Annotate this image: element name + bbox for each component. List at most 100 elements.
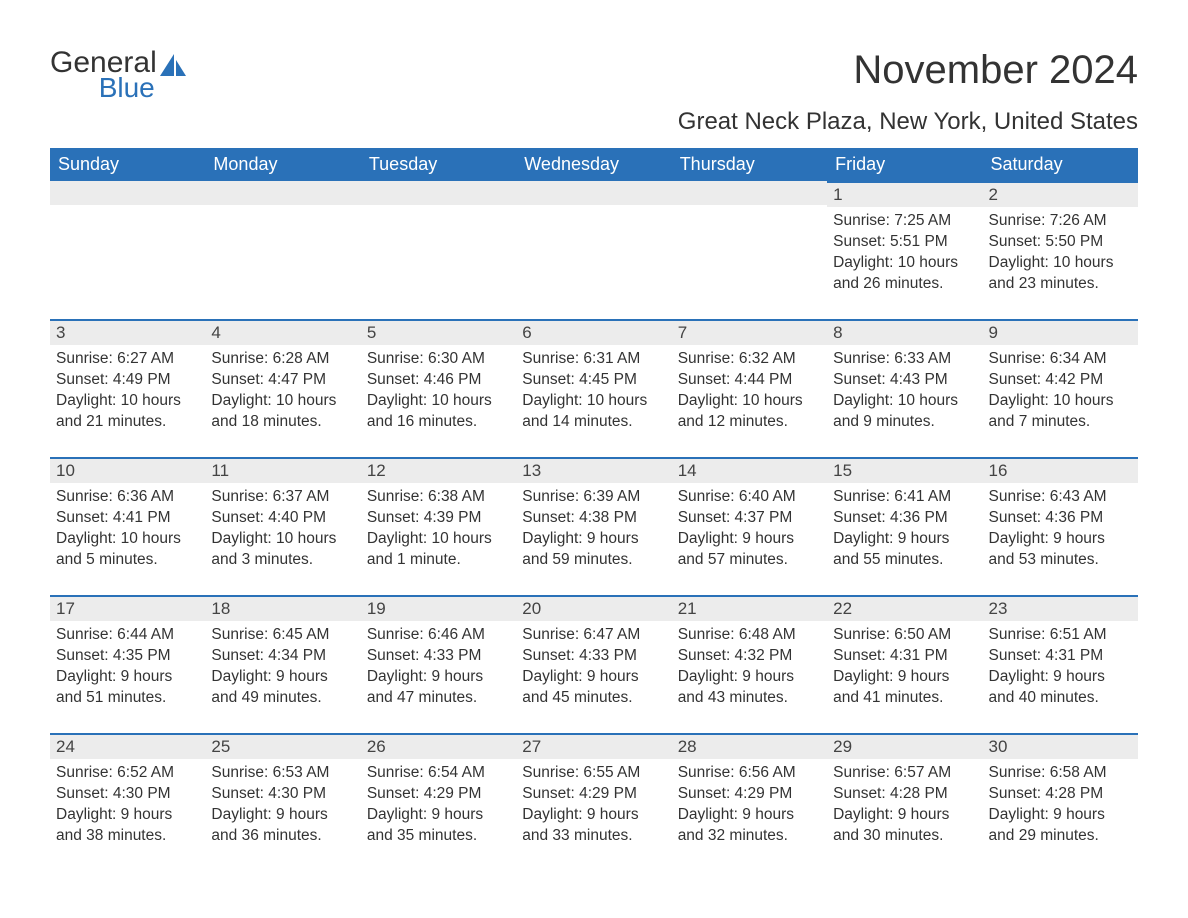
daylight-line: Daylight: 10 hours and 26 minutes.: [833, 253, 976, 295]
sunset-line: Sunset: 4:33 PM: [367, 646, 510, 667]
daylight-line: Daylight: 9 hours and 47 minutes.: [367, 667, 510, 709]
sunset-line: Sunset: 4:28 PM: [989, 784, 1132, 805]
sunset-line: Sunset: 4:46 PM: [367, 370, 510, 391]
day-number: 23: [983, 595, 1138, 621]
weekday-header: Saturday: [983, 148, 1138, 181]
calendar-cell: 6 Sunrise: 6:31 AMSunset: 4:45 PMDaylight…: [516, 319, 671, 457]
daylight-line: Daylight: 9 hours and 57 minutes.: [678, 529, 821, 571]
weekday-header: Sunday: [50, 148, 205, 181]
weekday-header: Friday: [827, 148, 982, 181]
sunrise-line: Sunrise: 6:38 AM: [367, 487, 510, 508]
day-content: Sunrise: 6:33 AMSunset: 4:43 PMDaylight:…: [827, 345, 982, 437]
calendar-cell: 14Sunrise: 6:40 AMSunset: 4:37 PMDayligh…: [672, 457, 827, 595]
calendar-cell: 1Sunrise: 7:25 AMSunset: 5:51 PMDaylight…: [827, 181, 982, 319]
sunset-line: Sunset: 4:37 PM: [678, 508, 821, 529]
sail-icon: [160, 54, 186, 76]
daylight-line: Daylight: 9 hours and 55 minutes.: [833, 529, 976, 571]
sunrise-line: Sunrise: 6:44 AM: [56, 625, 199, 646]
sunset-line: Sunset: 4:28 PM: [833, 784, 976, 805]
sunrise-line: Sunrise: 6:31 AM: [522, 349, 665, 370]
day-content: Sunrise: 6:40 AMSunset: 4:37 PMDaylight:…: [672, 483, 827, 575]
sunset-line: Sunset: 4:49 PM: [56, 370, 199, 391]
day-number: 8: [827, 319, 982, 345]
sunrise-line: Sunrise: 6:36 AM: [56, 487, 199, 508]
sunset-line: Sunset: 4:32 PM: [678, 646, 821, 667]
sunrise-line: Sunrise: 6:30 AM: [367, 349, 510, 370]
location-subtitle: Great Neck Plaza, New York, United State…: [50, 108, 1138, 136]
daylight-line: Daylight: 9 hours and 32 minutes.: [678, 805, 821, 847]
day-content: Sunrise: 7:26 AMSunset: 5:50 PMDaylight:…: [983, 207, 1138, 299]
day-content: Sunrise: 6:52 AMSunset: 4:30 PMDaylight:…: [50, 759, 205, 851]
day-number: 10: [50, 457, 205, 483]
daylight-line: Daylight: 9 hours and 53 minutes.: [989, 529, 1132, 571]
sunset-line: Sunset: 5:51 PM: [833, 232, 976, 253]
day-number: 17: [50, 595, 205, 621]
day-content: Sunrise: 6:39 AMSunset: 4:38 PMDaylight:…: [516, 483, 671, 575]
sunset-line: Sunset: 4:41 PM: [56, 508, 199, 529]
day-number: 21: [672, 595, 827, 621]
day-content: Sunrise: 7:25 AMSunset: 5:51 PMDaylight:…: [827, 207, 982, 299]
calendar-cell: 8Sunrise: 6:33 AMSunset: 4:43 PMDaylight…: [827, 319, 982, 457]
sunrise-line: Sunrise: 6:32 AM: [678, 349, 821, 370]
calendar-cell: 13Sunrise: 6:39 AMSunset: 4:38 PMDayligh…: [516, 457, 671, 595]
sunset-line: Sunset: 4:42 PM: [989, 370, 1132, 391]
day-number: 16: [983, 457, 1138, 483]
sunset-line: Sunset: 5:50 PM: [989, 232, 1132, 253]
calendar-cell: 22Sunrise: 6:50 AMSunset: 4:31 PMDayligh…: [827, 595, 982, 733]
sunset-line: Sunset: 4:34 PM: [211, 646, 354, 667]
daylight-line: Daylight: 9 hours and 33 minutes.: [522, 805, 665, 847]
day-content: Sunrise: 6:30 AMSunset: 4:46 PMDaylight:…: [361, 345, 516, 437]
calendar-cell: 5Sunrise: 6:30 AMSunset: 4:46 PMDaylight…: [361, 319, 516, 457]
daylight-line: Daylight: 10 hours and 21 minutes.: [56, 391, 199, 433]
day-number: 1: [827, 181, 982, 207]
day-number: 4: [205, 319, 360, 345]
day-number: 11: [205, 457, 360, 483]
day-content: Sunrise: 6:54 AMSunset: 4:29 PMDaylight:…: [361, 759, 516, 851]
calendar-cell: 10Sunrise: 6:36 AMSunset: 4:41 PMDayligh…: [50, 457, 205, 595]
calendar-cell: 29Sunrise: 6:57 AMSunset: 4:28 PMDayligh…: [827, 733, 982, 871]
sunset-line: Sunset: 4:36 PM: [989, 508, 1132, 529]
day-number: 7: [672, 319, 827, 345]
day-content: Sunrise: 6:53 AMSunset: 4:30 PMDaylight:…: [205, 759, 360, 851]
sunset-line: Sunset: 4:36 PM: [833, 508, 976, 529]
calendar-cell: [672, 181, 827, 319]
day-content: Sunrise: 6:47 AMSunset: 4:33 PMDaylight:…: [516, 621, 671, 713]
day-number: 6: [516, 319, 671, 345]
sunrise-line: Sunrise: 6:51 AM: [989, 625, 1132, 646]
daylight-line: Daylight: 9 hours and 59 minutes.: [522, 529, 665, 571]
day-number: 12: [361, 457, 516, 483]
daylight-line: Daylight: 10 hours and 16 minutes.: [367, 391, 510, 433]
day-content: Sunrise: 6:55 AMSunset: 4:29 PMDaylight:…: [516, 759, 671, 851]
calendar-cell: 4Sunrise: 6:28 AMSunset: 4:47 PMDaylight…: [205, 319, 360, 457]
day-content: Sunrise: 6:43 AMSunset: 4:36 PMDaylight:…: [983, 483, 1138, 575]
empty-day-bar: [205, 181, 360, 205]
daylight-line: Daylight: 10 hours and 14 minutes.: [522, 391, 665, 433]
calendar-cell: [50, 181, 205, 319]
sunrise-line: Sunrise: 6:43 AM: [989, 487, 1132, 508]
sunrise-line: Sunrise: 6:55 AM: [522, 763, 665, 784]
sunrise-line: Sunrise: 6:47 AM: [522, 625, 665, 646]
calendar-cell: 30Sunrise: 6:58 AMSunset: 4:28 PMDayligh…: [983, 733, 1138, 871]
daylight-line: Daylight: 10 hours and 9 minutes.: [833, 391, 976, 433]
day-number: 20: [516, 595, 671, 621]
daylight-line: Daylight: 9 hours and 36 minutes.: [211, 805, 354, 847]
sunset-line: Sunset: 4:30 PM: [56, 784, 199, 805]
sunrise-line: Sunrise: 6:56 AM: [678, 763, 821, 784]
sunset-line: Sunset: 4:29 PM: [678, 784, 821, 805]
sunrise-line: Sunrise: 6:52 AM: [56, 763, 199, 784]
daylight-line: Daylight: 9 hours and 51 minutes.: [56, 667, 199, 709]
sunset-line: Sunset: 4:31 PM: [989, 646, 1132, 667]
brand-logo: General Blue: [50, 48, 186, 102]
day-number: 15: [827, 457, 982, 483]
sunrise-line: Sunrise: 6:50 AM: [833, 625, 976, 646]
daylight-line: Daylight: 9 hours and 29 minutes.: [989, 805, 1132, 847]
sunrise-line: Sunrise: 6:39 AM: [522, 487, 665, 508]
sunset-line: Sunset: 4:45 PM: [522, 370, 665, 391]
calendar-cell: 16Sunrise: 6:43 AMSunset: 4:36 PMDayligh…: [983, 457, 1138, 595]
day-content: Sunrise: 6:38 AMSunset: 4:39 PMDaylight:…: [361, 483, 516, 575]
calendar-cell: 21Sunrise: 6:48 AMSunset: 4:32 PMDayligh…: [672, 595, 827, 733]
day-number: 19: [361, 595, 516, 621]
sunrise-line: Sunrise: 6:40 AM: [678, 487, 821, 508]
day-number: 29: [827, 733, 982, 759]
weekday-header: Monday: [205, 148, 360, 181]
